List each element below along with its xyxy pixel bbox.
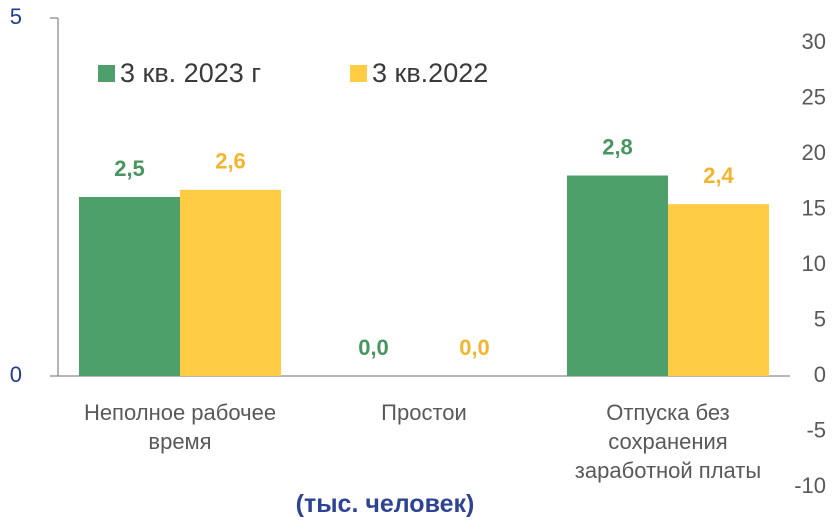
x-tick-label: Неполное рабочее время: [83, 400, 277, 454]
y2-tick-label: 30: [802, 29, 826, 54]
data-label: 0,0: [358, 335, 389, 360]
y2-tick-label: 20: [802, 140, 826, 165]
legend-label: 3 кв. 2023 г: [120, 58, 261, 88]
y2-tick-label: 10: [802, 251, 826, 276]
data-label: 2,6: [215, 149, 246, 174]
data-label: 2,5: [114, 156, 145, 181]
data-label: 0,0: [459, 335, 490, 360]
y2-tick-label: 0: [814, 362, 826, 387]
bar: [180, 189, 281, 376]
y2-tick-label: -10: [794, 473, 826, 498]
legend-swatch: [350, 65, 367, 82]
x-tick-label: Простои: [381, 400, 467, 425]
data-label: 2,8: [602, 134, 633, 159]
y2-tick-label: 5: [814, 306, 826, 331]
x-tick-label: Отпуска без сохранения заработной платы: [574, 400, 762, 483]
bar: [668, 204, 769, 376]
y2-tick-label: 25: [802, 84, 826, 109]
legend-label: 3 кв.2022: [372, 58, 488, 88]
y2-tick-label: 15: [802, 195, 826, 220]
bar: [567, 175, 668, 376]
legend-swatch: [98, 65, 115, 82]
data-label: 2,4: [703, 163, 734, 188]
unit-note: (тыс. человек): [295, 490, 475, 518]
bar: [79, 197, 180, 376]
y-tick-label: 5: [10, 4, 22, 29]
y-tick-label: 0: [10, 362, 22, 387]
y2-tick-label: -5: [806, 417, 826, 442]
